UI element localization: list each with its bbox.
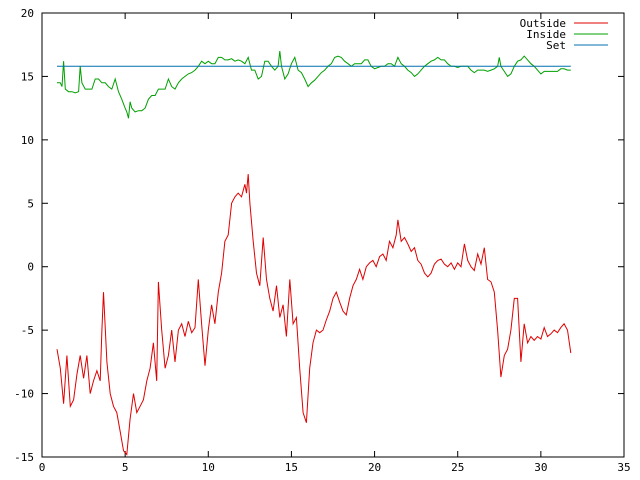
axis-ticks (41, 12, 625, 458)
legend-label-inside: Inside (526, 28, 566, 41)
y-tick-label: 10 (21, 134, 34, 147)
plot-frame (41, 12, 625, 458)
y-tick-label: 20 (21, 7, 34, 20)
y-tick-label: 5 (27, 197, 34, 210)
x-tick-label: 15 (285, 461, 298, 474)
legend-label-set: Set (546, 39, 566, 52)
series-lines (56, 51, 572, 456)
y-tick-label: 15 (21, 70, 34, 83)
x-tick-label: 10 (202, 461, 215, 474)
y-tick-label: -10 (14, 388, 34, 401)
x-tick-label: 35 (617, 461, 630, 474)
series-line-inside (57, 51, 571, 119)
x-tick-label: 25 (451, 461, 464, 474)
x-tick-label: 20 (368, 461, 381, 474)
y-tick-label: 0 (27, 261, 34, 274)
x-tick-label: 30 (534, 461, 547, 474)
legend-label-outside: Outside (520, 17, 566, 30)
y-tick-label: -5 (21, 324, 34, 337)
x-tick-label: 5 (122, 461, 129, 474)
axis-tick-labels: 0 5 10 15 20 25 30 35 -15 -10 -5 0 5 10 15 20 (14, 7, 631, 474)
series-line-outside (56, 174, 572, 456)
y-tick-label: -15 (14, 451, 34, 464)
x-tick-label: 0 (39, 461, 46, 474)
